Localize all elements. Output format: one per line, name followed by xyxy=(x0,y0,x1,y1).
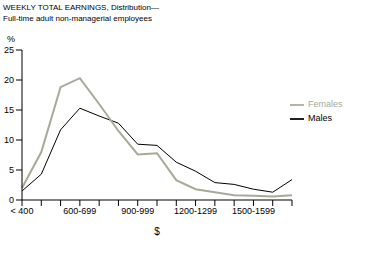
svg-text:< 400: < 400 xyxy=(11,206,34,216)
svg-text:5: 5 xyxy=(9,165,14,175)
svg-text:$: $ xyxy=(154,226,160,237)
html-text:Males: Males xyxy=(308,113,332,124)
svg-text:1200-1299: 1200-1299 xyxy=(174,206,217,216)
svg-text:%: % xyxy=(8,34,15,44)
html-text:Full-time adult non-managerial: Full-time adult non-managerial employees xyxy=(3,14,152,23)
svg-text:10: 10 xyxy=(8,135,14,145)
svg-text:600-699: 600-699 xyxy=(63,206,96,216)
html-text:WEEKLY TOTAL EARNINGS, Distrib: WEEKLY TOTAL EARNINGS, Distribution— xyxy=(3,3,159,12)
svg-text:900-999: 900-999 xyxy=(121,206,154,216)
svg-text:20: 20 xyxy=(8,75,14,85)
svg-text:1500-1599: 1500-1599 xyxy=(232,206,275,216)
html-text:Females: Females xyxy=(308,99,343,110)
svg-text:25: 25 xyxy=(8,45,14,55)
svg-text:15: 15 xyxy=(8,105,14,115)
svg-text:0: 0 xyxy=(9,195,14,205)
